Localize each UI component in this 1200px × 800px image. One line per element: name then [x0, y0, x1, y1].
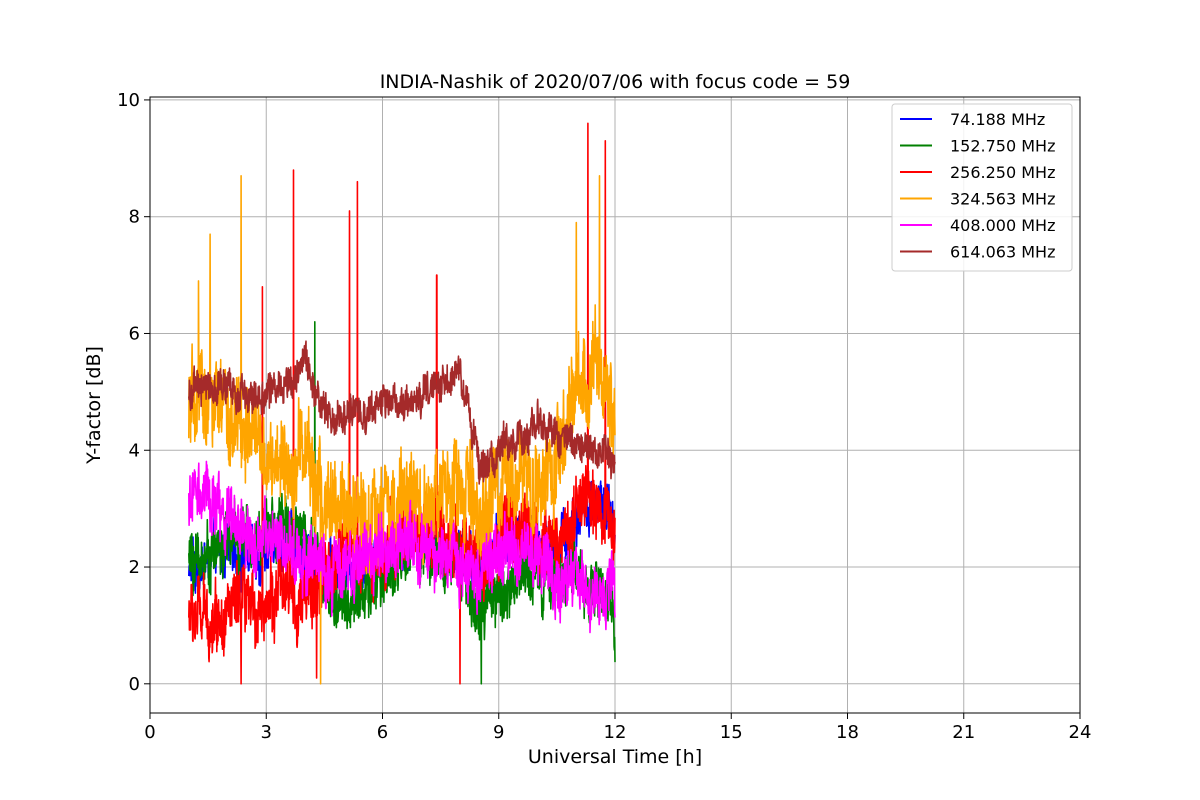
y-axis-ticks: 0 2 4 6 8 10 — [117, 90, 150, 695]
legend: 74.188 MHz 152.750 MHz 256.250 MHz 324.563 … — [891, 103, 1073, 272]
legend-entry: 408.000 MHz — [950, 216, 1055, 235]
chart-title: INDIA-Nashik of 2020/07/06 with focus co… — [380, 71, 851, 93]
x-tick-label: 3 — [261, 722, 272, 743]
legend-box — [891, 103, 1073, 272]
series-line — [188, 460, 616, 634]
legend-entry: 152.750 MHz — [950, 137, 1055, 156]
legend-entry: 614.063 MHz — [950, 243, 1055, 262]
x-tick-label: 18 — [836, 722, 859, 743]
x-tick-label: 9 — [493, 722, 504, 743]
series-line — [188, 340, 616, 485]
y-tick-label: 2 — [129, 557, 140, 578]
x-tick-label: 6 — [377, 722, 388, 743]
y-tick-label: 0 — [129, 674, 140, 695]
x-tick-label: 24 — [1069, 722, 1092, 743]
y-tick-label: 6 — [129, 323, 140, 344]
x-tick-label: 15 — [720, 722, 743, 743]
y-tick-label: 10 — [117, 90, 140, 111]
y-tick-label: 4 — [129, 440, 140, 461]
legend-entry: 256.250 MHz — [950, 163, 1055, 182]
x-axis-label: Universal Time [h] — [528, 746, 702, 768]
series-layer — [188, 122, 616, 685]
y-tick-label: 8 — [129, 207, 140, 228]
x-axis-ticks: 0 3 6 9 12 15 18 21 24 — [144, 713, 1091, 743]
x-tick-label: 21 — [952, 722, 975, 743]
x-tick-label: 0 — [144, 722, 155, 743]
series-line — [188, 175, 616, 685]
x-tick-label: 12 — [604, 722, 627, 743]
legend-entry: 324.563 MHz — [950, 190, 1055, 209]
legend-entry: 74.188 MHz — [950, 110, 1045, 129]
y-axis-label: Y-factor [dB] — [83, 346, 105, 465]
